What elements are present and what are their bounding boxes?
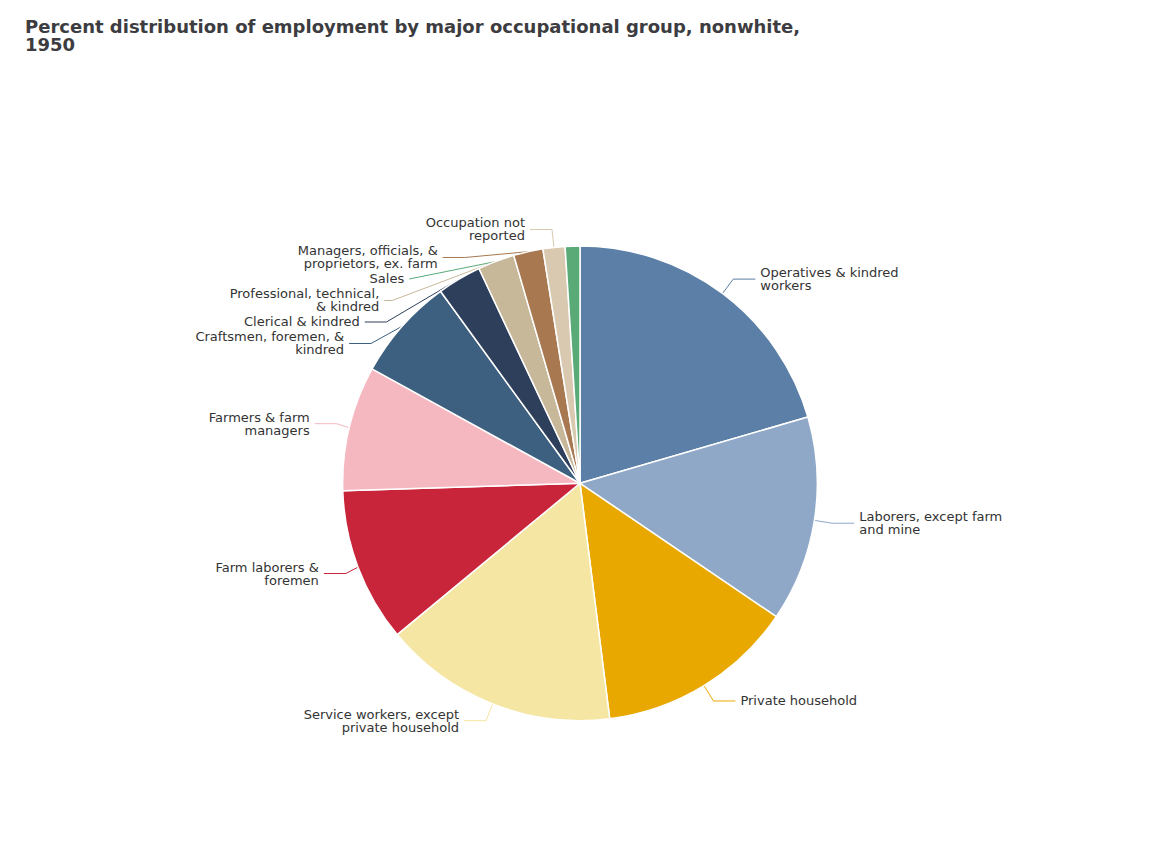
svg-text:Operatives & kindred: Operatives & kindred: [760, 265, 899, 281]
svg-text:kindred: kindred: [295, 342, 344, 357]
svg-text:Professional, technical,: Professional, technical,: [229, 286, 380, 302]
svg-text:Farm laborers &: Farm laborers &: [215, 559, 319, 575]
svg-text:reported: reported: [469, 228, 525, 243]
svg-text:Laborers, except farm: Laborers, except farm: [859, 509, 1003, 525]
svg-text:Private household: Private household: [740, 693, 857, 708]
svg-text:proprietors, ex. farm: proprietors, ex. farm: [304, 256, 438, 271]
svg-text:Craftsmen, foremen, &: Craftsmen, foremen, &: [195, 329, 345, 345]
svg-text:Sales: Sales: [370, 271, 405, 286]
svg-text:workers: workers: [760, 278, 811, 293]
svg-text:private household: private household: [342, 720, 459, 735]
svg-text:1950: 1950: [25, 34, 75, 55]
svg-text:& kindred: & kindred: [316, 299, 379, 314]
svg-text:Service workers, except: Service workers, except: [303, 706, 459, 722]
svg-text:managers: managers: [244, 423, 309, 438]
svg-text:Managers, officials, &: Managers, officials, &: [297, 243, 438, 259]
svg-text:Clerical & kindred: Clerical & kindred: [244, 314, 360, 329]
svg-text:foremen: foremen: [264, 573, 319, 588]
svg-text:Farmers & farm: Farmers & farm: [208, 409, 310, 425]
svg-text:Occupation not: Occupation not: [425, 215, 525, 231]
svg-text:Percent distribution of employ: Percent distribution of employment by ma…: [25, 16, 800, 37]
svg-text:and mine: and mine: [859, 522, 920, 537]
